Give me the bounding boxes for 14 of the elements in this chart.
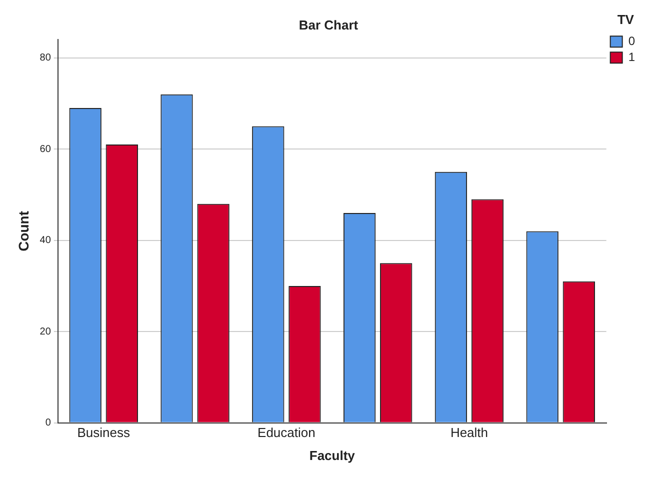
y-tick-label: 20	[40, 326, 52, 338]
x-tick-label: Health	[450, 425, 488, 440]
y-tick-label: 80	[40, 52, 52, 64]
x-tick-label: Education	[258, 425, 316, 440]
legend-label: 0	[628, 34, 636, 48]
x-tick-label: Business	[77, 425, 130, 440]
y-tick-label: 40	[40, 235, 52, 246]
legend-label: 1	[628, 50, 636, 64]
y-tick-label: 0	[45, 418, 52, 429]
chart-title: Bar Chart	[298, 17, 359, 32]
y-axis-title: Count	[15, 210, 32, 252]
y-tick-label: 60	[40, 144, 52, 155]
legend-title: TV	[617, 12, 634, 28]
x-axis-title: Faculty	[309, 448, 356, 463]
